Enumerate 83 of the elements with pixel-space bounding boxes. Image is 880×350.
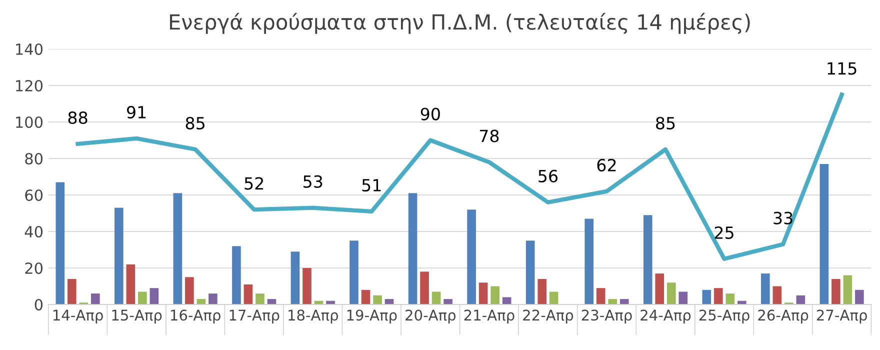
bar (373, 295, 382, 304)
x-tick-label: 16-Απρ (171, 310, 220, 324)
data-label: 88 (68, 111, 88, 124)
data-label: 62 (597, 158, 616, 172)
x-tick-label: 24-Απρ (640, 310, 691, 324)
bar (444, 299, 452, 304)
bar (173, 193, 182, 304)
bar (643, 215, 652, 304)
bar (114, 208, 124, 304)
bar (714, 288, 723, 304)
data-label: 78 (480, 130, 499, 142)
bar (584, 218, 594, 304)
bar (726, 294, 735, 304)
bar (549, 292, 558, 304)
data-label: 25 (714, 226, 734, 239)
bar (502, 297, 512, 304)
bar (678, 292, 688, 304)
data-label: 90 (420, 108, 440, 120)
bar (138, 292, 147, 304)
data-label: 52 (244, 177, 264, 190)
data-label: 53 (304, 175, 322, 188)
x-tick-label: 15-Απρ (112, 310, 162, 324)
data-label: 85 (186, 116, 204, 130)
data-label: 56 (538, 170, 558, 182)
data-label: 51 (362, 179, 381, 192)
bar (302, 268, 312, 304)
y-tick-label: 100 (16, 116, 43, 128)
bar (68, 278, 76, 304)
bar (855, 290, 864, 304)
y-tick-label: 120 (16, 80, 43, 92)
bar (185, 277, 194, 304)
x-tick-label: 17-Απρ (230, 310, 280, 324)
y-tick-label: 140 (16, 43, 43, 56)
bar (244, 284, 253, 304)
data-label: 115 (828, 62, 856, 75)
x-tick-label: 27-Απρ (816, 310, 867, 324)
bar (761, 273, 770, 304)
bar (208, 294, 218, 304)
bar (91, 294, 100, 304)
y-tick-label: 0 (34, 298, 43, 311)
bar (608, 299, 618, 304)
x-tick-label: 14-Απρ (53, 310, 103, 324)
y-tick-label: 40 (24, 226, 43, 238)
bar (620, 299, 629, 304)
bar (408, 193, 418, 304)
bar (126, 264, 136, 304)
bar (538, 278, 546, 304)
bar (526, 240, 535, 304)
bar (478, 282, 488, 304)
bar (820, 164, 829, 304)
data-label: 91 (127, 106, 146, 119)
y-tick-label: 60 (25, 189, 43, 202)
x-tick-label: 19-Απρ (347, 310, 397, 324)
x-tick-label: 22-Απρ (523, 310, 574, 324)
bar (596, 288, 606, 304)
bar (702, 290, 712, 304)
bar (361, 290, 370, 304)
data-label: 85 (656, 116, 675, 130)
x-tick-label: 21-Απρ (464, 310, 514, 324)
bar (832, 278, 840, 304)
y-tick-label: 20 (25, 262, 43, 274)
y-tick-label: 80 (25, 152, 43, 165)
bar (232, 246, 241, 304)
bar (150, 288, 159, 304)
x-tick-label: 25-Απρ (699, 310, 750, 324)
bar (772, 286, 782, 304)
bar (56, 182, 65, 304)
bar (655, 273, 664, 304)
bar (432, 292, 441, 304)
x-tick-label: 26-Απρ (758, 310, 808, 324)
bar (420, 272, 429, 304)
bar (490, 286, 500, 304)
bar (467, 210, 476, 304)
bar (256, 294, 264, 304)
x-tick-label: 20-Απρ (406, 310, 456, 324)
bar (666, 282, 676, 304)
bar (290, 252, 300, 304)
chart-title: Ενεργά κρούσματα στην Π.Δ.Μ. (τελευταίες 14 ημέρες) (170, 12, 750, 34)
x-tick-label: 18-Απρ (288, 310, 338, 324)
bar (796, 295, 806, 304)
bar (843, 275, 852, 304)
bar (350, 240, 358, 304)
x-tick-label: 23-Απρ (582, 310, 632, 324)
